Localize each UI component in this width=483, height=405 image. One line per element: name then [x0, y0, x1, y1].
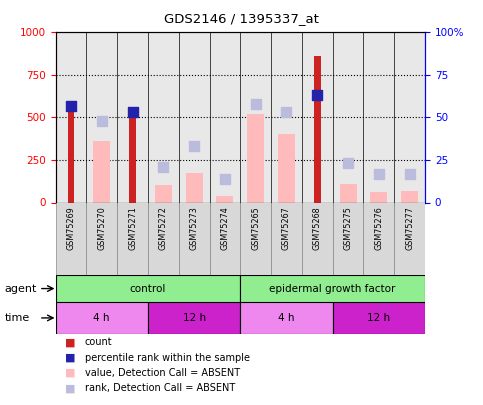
Text: ■: ■ [65, 353, 76, 362]
Point [283, 109, 290, 115]
Bar [148, 302, 241, 334]
Text: ■: ■ [65, 384, 76, 393]
Point [313, 92, 321, 98]
Text: GDS2146 / 1395337_at: GDS2146 / 1395337_at [164, 12, 319, 25]
Text: GSM75271: GSM75271 [128, 206, 137, 250]
Text: GSM75265: GSM75265 [251, 206, 260, 250]
Text: 12 h: 12 h [367, 313, 390, 323]
Point [252, 100, 259, 107]
Text: percentile rank within the sample: percentile rank within the sample [85, 353, 250, 362]
Bar [314, 56, 321, 202]
Bar [216, 196, 233, 202]
Point [128, 109, 136, 115]
Bar [56, 302, 148, 334]
Point [159, 164, 167, 170]
Bar [185, 173, 202, 202]
Text: GSM75273: GSM75273 [190, 206, 199, 250]
Bar [93, 141, 110, 202]
Bar [370, 192, 387, 202]
Bar [333, 202, 364, 275]
Text: GSM75275: GSM75275 [343, 206, 353, 250]
Point [190, 143, 198, 149]
Bar [340, 184, 356, 202]
Bar [302, 202, 333, 275]
Bar [129, 116, 136, 202]
Text: GSM75274: GSM75274 [220, 206, 229, 250]
Text: GSM75276: GSM75276 [374, 206, 384, 250]
Bar [148, 202, 179, 275]
Text: GSM75270: GSM75270 [97, 206, 106, 250]
Text: 12 h: 12 h [183, 313, 206, 323]
Point [221, 175, 229, 182]
Text: value, Detection Call = ABSENT: value, Detection Call = ABSENT [85, 368, 240, 378]
Text: GSM75267: GSM75267 [282, 206, 291, 250]
Bar [117, 202, 148, 275]
Bar [241, 302, 333, 334]
Text: epidermal growth factor: epidermal growth factor [270, 284, 396, 294]
Bar [240, 202, 271, 275]
Text: control: control [130, 284, 166, 294]
Bar [333, 302, 425, 334]
Bar [86, 202, 117, 275]
Text: GSM75269: GSM75269 [67, 206, 75, 250]
Text: 4 h: 4 h [278, 313, 295, 323]
Bar [68, 107, 74, 202]
Text: 4 h: 4 h [94, 313, 110, 323]
Text: agent: agent [5, 284, 37, 294]
Bar [56, 202, 86, 275]
Bar [278, 134, 295, 202]
Bar [364, 202, 394, 275]
Point [406, 171, 413, 177]
Text: rank, Detection Call = ABSENT: rank, Detection Call = ABSENT [85, 384, 235, 393]
Bar [56, 275, 241, 302]
Text: GSM75272: GSM75272 [159, 206, 168, 250]
Text: GSM75268: GSM75268 [313, 206, 322, 250]
Bar [247, 114, 264, 202]
Point [375, 171, 383, 177]
Point [98, 117, 106, 124]
Bar [401, 192, 418, 202]
Point [67, 102, 75, 109]
Bar [271, 202, 302, 275]
Text: count: count [85, 337, 112, 347]
Bar [179, 202, 210, 275]
Bar [241, 275, 425, 302]
Text: ■: ■ [65, 337, 76, 347]
Text: time: time [5, 313, 30, 323]
Text: GSM75277: GSM75277 [405, 206, 414, 250]
Bar [394, 202, 425, 275]
Point [344, 160, 352, 166]
Text: ■: ■ [65, 368, 76, 378]
Bar [155, 185, 172, 202]
Bar [210, 202, 240, 275]
